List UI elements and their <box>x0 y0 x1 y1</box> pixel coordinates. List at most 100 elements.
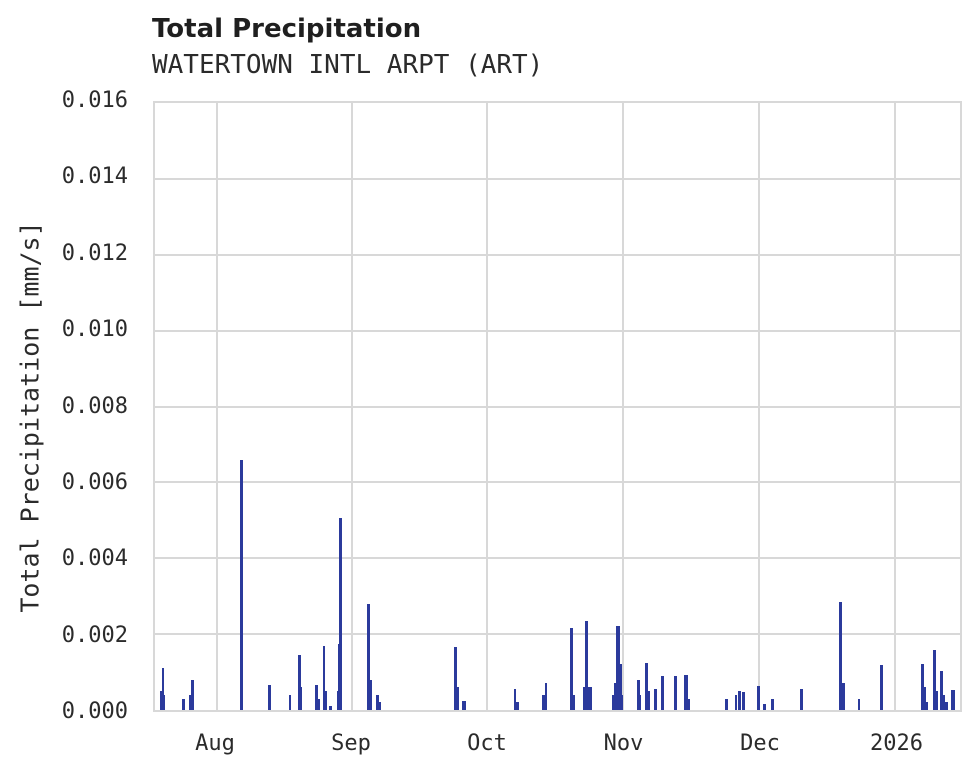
y-axis-tick-labels: 0.000 0.002 0.004 0.006 0.008 0.010 0.012 0.014… <box>0 90 128 723</box>
precipitation-spike <box>288 694 292 710</box>
y-tick-label: 0.014 <box>61 164 128 190</box>
x-tick-label: Oct <box>467 731 507 756</box>
precipitation-spike <box>454 647 457 710</box>
gridline-x <box>622 103 625 710</box>
precipitation-spike <box>191 679 194 710</box>
precipitation-spike <box>942 694 945 710</box>
precipitation-spike <box>636 679 640 710</box>
gridline-x <box>757 103 760 710</box>
precipitation-spike <box>542 694 546 710</box>
precipitation-spike <box>618 664 622 710</box>
precipitation-spike <box>378 702 382 710</box>
precipitation-spike <box>189 694 192 710</box>
precipitation-spike <box>838 601 843 710</box>
precipitation-spike <box>569 628 573 710</box>
x-axis-tick-labels: Aug Sep Oct Nov Dec 2026 <box>153 730 962 764</box>
chart-subtitle: WATERTOWN INTL ARPT (ART) <box>152 50 544 80</box>
precipitation-spike <box>654 689 658 710</box>
precipitation-spike <box>299 687 302 710</box>
gridline-y <box>155 405 960 408</box>
gridline-y <box>155 633 960 636</box>
precipitation-spike <box>734 694 738 710</box>
precipitation-spike <box>724 698 728 710</box>
precipitation-spike <box>515 702 519 710</box>
precipitation-spike <box>584 620 588 710</box>
precipitation-spike <box>315 685 318 710</box>
x-tick-label: Nov <box>603 731 644 756</box>
precipitation-spike <box>322 645 326 710</box>
precipitation-spike <box>639 694 642 710</box>
precipitation-spike <box>933 650 937 710</box>
precipitation-spike <box>684 675 688 710</box>
precipitation-spike <box>841 683 845 710</box>
precipitation-spike <box>800 689 804 710</box>
gridline-y <box>155 329 960 332</box>
chart-title: Total Precipitation <box>152 14 422 44</box>
y-tick-label: 0.010 <box>61 317 128 343</box>
precipitation-spike <box>324 691 327 710</box>
x-tick-label: Dec <box>740 731 780 756</box>
precipitation-spike <box>951 690 955 710</box>
gridline-x <box>215 103 218 710</box>
y-tick-label: 0.004 <box>61 546 128 572</box>
precipitation-spike <box>687 698 691 710</box>
precipitation-spike <box>268 685 272 710</box>
precipitation-spike <box>317 698 320 710</box>
precipitation-spike <box>920 664 925 710</box>
y-tick-label: 0.016 <box>61 88 128 113</box>
precipitation-spike <box>367 679 372 710</box>
precipitation-spike <box>763 704 766 710</box>
precipitation-spike <box>612 694 624 710</box>
gridline-x <box>486 103 489 710</box>
y-tick-label: 0.008 <box>61 393 128 419</box>
precipitation-spike <box>160 691 163 710</box>
precipitation-spike <box>336 691 339 710</box>
precipitation-spike <box>940 670 944 710</box>
precipitation-spike <box>366 603 370 710</box>
precipitation-spike <box>923 687 927 710</box>
precipitation-spike <box>457 687 459 710</box>
precipitation-spike <box>926 702 929 710</box>
precipitation-spike <box>240 459 244 710</box>
precipitation-spike <box>163 694 166 710</box>
precipitation-spike <box>339 518 343 710</box>
precipitation-spike <box>544 683 548 710</box>
precipitation-spike <box>673 675 678 710</box>
precipitation-spike <box>944 702 948 710</box>
precipitation-spike <box>615 625 620 710</box>
x-tick-label: 2026 <box>869 731 923 756</box>
precipitation-spike <box>756 686 761 710</box>
gridline-y <box>155 557 960 560</box>
x-tick-label: Sep <box>331 731 371 756</box>
y-tick-label: 0.000 <box>61 699 128 724</box>
precipitation-spike <box>880 665 884 710</box>
precipitation-spike <box>376 694 379 710</box>
y-tick-label: 0.012 <box>61 240 128 266</box>
precipitation-spike <box>513 689 516 710</box>
gridline-x <box>893 103 896 710</box>
precipitation-spike <box>738 691 742 710</box>
precipitation-spike <box>770 699 774 710</box>
precipitation-spike <box>182 698 186 710</box>
precipitation-spike <box>661 675 665 710</box>
precipitation-spike <box>572 694 576 710</box>
plot-area <box>153 101 962 712</box>
precipitation-spike <box>742 691 746 710</box>
precipitation-spike <box>645 663 649 710</box>
precipitation-spike <box>298 655 301 710</box>
x-tick-label: Aug <box>195 731 235 756</box>
y-tick-label: 0.006 <box>61 469 128 495</box>
precipitation-spike <box>462 700 467 710</box>
gridline-y <box>155 177 960 180</box>
gridline-y <box>155 253 960 256</box>
gridline-x <box>351 103 354 710</box>
precipitation-spike <box>329 706 333 710</box>
gridline-y <box>155 481 960 484</box>
precipitation-spike <box>857 699 861 710</box>
y-tick-label: 0.002 <box>61 622 128 648</box>
precipitation-spike <box>934 691 939 710</box>
precipitation-spike <box>647 691 650 710</box>
precipitation-spike <box>161 668 165 710</box>
precipitation-spike <box>583 687 593 710</box>
